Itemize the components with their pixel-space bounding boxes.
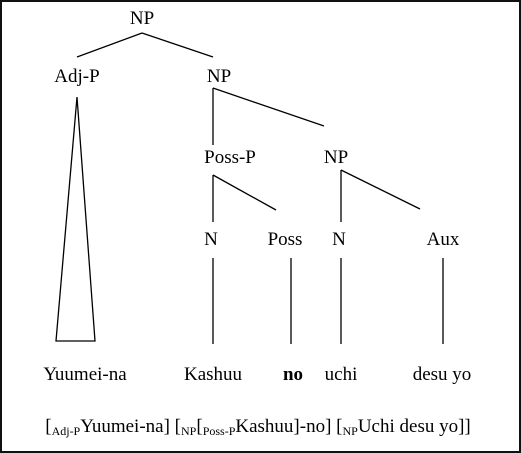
bracket-open: [	[45, 416, 51, 437]
bracket-text-4: Uchi desu yo]]	[358, 416, 471, 437]
word-uchi: uchi	[325, 364, 358, 385]
node-n-1: N	[204, 229, 218, 250]
node-np-3: NP	[324, 147, 348, 168]
node-poss: Poss	[268, 229, 303, 250]
node-np-2: NP	[207, 66, 231, 87]
node-n-2: N	[332, 229, 346, 250]
bracket-text-1: Yuumei-na] [	[80, 416, 181, 437]
word-kashuu: Kashuu	[184, 364, 243, 385]
bracket-sub-np-2: NP	[342, 424, 358, 438]
branch-np2-np3	[212, 87, 325, 127]
word-desu-yo: desu yo	[413, 364, 472, 385]
bracket-sub-possp: Poss-P	[203, 424, 236, 438]
branch-possp-poss	[212, 174, 277, 211]
node-np-root: NP	[130, 8, 154, 29]
bracket-notation: [Adj-PYuumei-na] [NP[Poss-PKashuu]-no] […	[45, 416, 471, 438]
bracket-sub-np: NP	[181, 424, 197, 438]
branch-np-np2	[141, 32, 214, 58]
node-aux: Aux	[427, 229, 460, 250]
tree-branches	[55, 32, 444, 344]
node-adj-p: Adj-P	[54, 66, 99, 87]
branch-np3-aux	[340, 169, 421, 210]
bracket-text-3: Kashuu]-no] [	[235, 416, 342, 437]
bracket-text-2: [	[196, 416, 202, 437]
branch-np-adjp	[76, 32, 143, 58]
triangle-adjp	[55, 96, 96, 342]
word-no: no	[283, 364, 303, 385]
word-yuumei-na: Yuumei-na	[43, 364, 127, 385]
bracket-sub-adjp: Adj-P	[52, 424, 81, 438]
node-poss-p: Poss-P	[204, 147, 256, 168]
